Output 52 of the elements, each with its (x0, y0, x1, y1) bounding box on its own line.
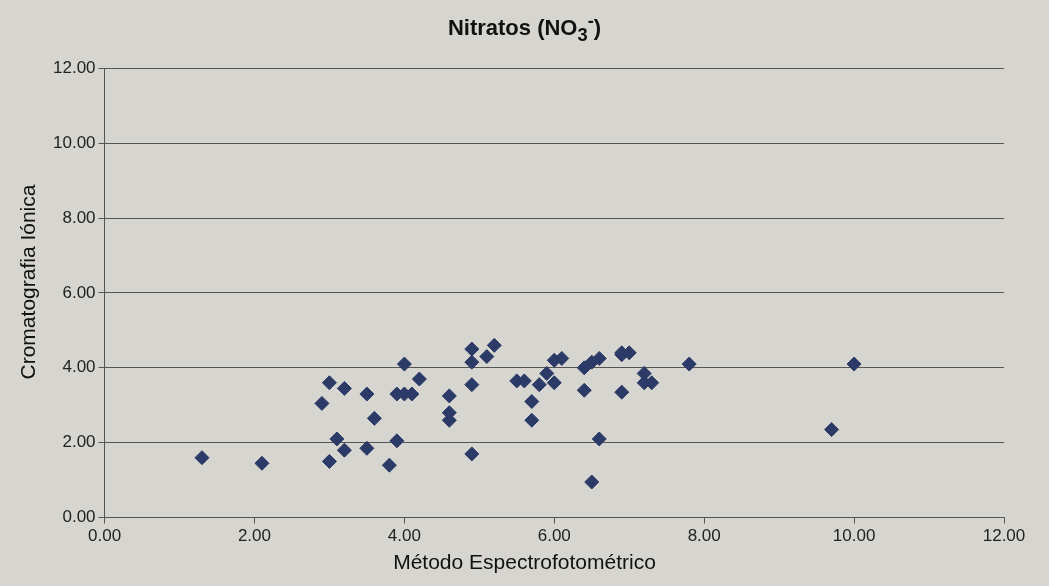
point (321, 453, 337, 469)
x-tick-label: 10.00 (832, 526, 876, 546)
point (464, 341, 480, 357)
point (441, 388, 457, 404)
point (359, 440, 375, 456)
x-axis-title: Método Espectrofotométrico (392, 550, 657, 574)
y-tick-label: 8.00 (62, 207, 96, 227)
y-tick-label: 6.00 (62, 282, 96, 302)
y-tick-label: 10.00 (52, 132, 96, 152)
point (329, 431, 345, 447)
x-tick-label: 0.00 (87, 526, 122, 546)
x-tick-label: 8.00 (687, 526, 721, 546)
y-tick-label: 4.00 (62, 357, 96, 377)
chart-title: Nitratos (NO$_{3}$$^{-}$) (446, 10, 603, 46)
y-tick-label: 2.00 (62, 432, 96, 452)
point (411, 371, 427, 387)
point (591, 350, 607, 366)
point (681, 356, 697, 372)
x-tick-label: 2.00 (237, 526, 271, 546)
point (366, 410, 382, 426)
point (194, 450, 210, 466)
y-axis-title: Cromatografia Iónica (16, 183, 40, 382)
point (396, 356, 412, 372)
point (539, 365, 555, 381)
point (254, 455, 270, 471)
point (824, 422, 840, 438)
point (546, 375, 562, 391)
point (614, 384, 630, 400)
x-tick-label: 6.00 (537, 526, 571, 546)
point (464, 354, 480, 370)
point (846, 356, 862, 372)
point (321, 375, 337, 391)
point (486, 337, 502, 353)
point (336, 442, 352, 458)
x-tick-label: 4.00 (387, 526, 421, 546)
point (479, 349, 495, 365)
point (381, 457, 397, 473)
point (576, 382, 592, 398)
point (389, 433, 405, 449)
point (584, 474, 600, 490)
y-tick-label: 0.00 (62, 507, 96, 527)
point (359, 386, 375, 402)
point (524, 412, 540, 428)
point (336, 380, 352, 396)
point (591, 431, 607, 447)
point (531, 377, 547, 393)
y-tick-label: 12.00 (52, 57, 96, 77)
point (464, 446, 480, 462)
point (464, 377, 480, 393)
point (524, 394, 540, 410)
x-tick-label: 12.00 (982, 526, 1026, 546)
point (314, 395, 330, 411)
